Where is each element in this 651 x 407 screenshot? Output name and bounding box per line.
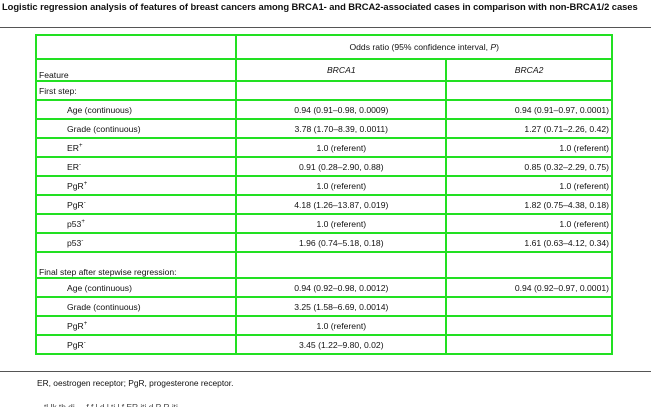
table-row: p53+ 1.0 (referent) 1.0 (referent) — [34, 213, 613, 234]
feature-cell: PgR- — [34, 194, 238, 215]
brca1-value: 3.25 (1.58–6.69, 0.0014) — [235, 296, 448, 317]
table-row: PgR- 4.18 (1.26–13.87, 0.019) 1.82 (0.75–4… — [34, 194, 613, 215]
feature-cell: p53+ — [34, 213, 238, 234]
feature-cell: Grade (continuous) — [34, 118, 238, 139]
empty-cell — [445, 251, 613, 279]
brca2-value: 0.85 (0.32–2.29, 0.75) — [445, 156, 613, 177]
brca1-value: 1.0 (referent) — [235, 315, 448, 336]
feature-cell: PgR- — [34, 334, 238, 355]
header-row-columns: Feature BRCA1 BRCA2 — [34, 58, 613, 82]
feature-cell: ER+ — [34, 137, 238, 158]
table-row: Age (continuous) 0.94 (0.91–0.98, 0.0009)… — [34, 99, 613, 120]
feature-header: Feature — [34, 58, 238, 82]
brca2-value: 1.0 (referent) — [445, 175, 613, 196]
feature-cell: ER- — [34, 156, 238, 177]
section-row-final: Final step after stepwise regression: — [34, 251, 613, 279]
brca2-value: 1.61 (0.63–4.12, 0.34) — [445, 232, 613, 253]
brca2-value: 0.94 (0.92–0.97, 0.0001) — [445, 277, 613, 298]
table-row: Grade (continuous) 3.25 (1.58–6.69, 0.001… — [34, 296, 613, 317]
feature-cell: PgR+ — [34, 315, 238, 336]
feature-cell: Grade (continuous) — [34, 296, 238, 317]
brca1-header: BRCA1 — [235, 58, 448, 82]
table-row: Grade (continuous) 3.78 (1.70–8.39, 0.001… — [34, 118, 613, 139]
table-row: PgR- 3.45 (1.22–9.80, 0.02) — [34, 334, 613, 355]
footnote: ER, oestrogen receptor; PgR, progesteron… — [37, 378, 234, 388]
brca2-value — [445, 296, 613, 317]
table-row: p53- 1.96 (0.74–5.18, 0.18) 1.61 (0.63–4.1… — [34, 232, 613, 253]
brca2-value — [445, 315, 613, 336]
brca1-value: 1.0 (referent) — [235, 213, 448, 234]
section-label-final: Final step after stepwise regression: — [34, 251, 238, 279]
brca1-value: 0.94 (0.92–0.98, 0.0012) — [235, 277, 448, 298]
odds-ratio-header: Odds ratio (95% confidence interval, P) — [235, 34, 613, 60]
empty-cell — [235, 80, 448, 101]
header-empty-cell — [34, 34, 238, 60]
results-table: Odds ratio (95% confidence interval, P) … — [34, 34, 613, 355]
brca1-value: 1.0 (referent) — [235, 175, 448, 196]
brca1-value: 1.96 (0.74–5.18, 0.18) — [235, 232, 448, 253]
brca2-value: 0.94 (0.91–0.97, 0.0001) — [445, 99, 613, 120]
table-bottom-rule — [0, 371, 651, 372]
brca2-value: 1.0 (referent) — [445, 137, 613, 158]
feature-cell: Age (continuous) — [34, 277, 238, 298]
brca2-value — [445, 334, 613, 355]
brca2-value: 1.27 (0.71–2.26, 0.42) — [445, 118, 613, 139]
brca1-value: 0.94 (0.91–0.98, 0.0009) — [235, 99, 448, 120]
feature-cell: p53- — [34, 232, 238, 253]
brca1-value: 3.45 (1.22–9.80, 0.02) — [235, 334, 448, 355]
brca1-value: 0.91 (0.28–2.90, 0.88) — [235, 156, 448, 177]
title-rule — [0, 27, 651, 28]
table-row: PgR+ 1.0 (referent) — [34, 315, 613, 336]
table-row: ER+ 1.0 (referent) 1.0 (referent) — [34, 137, 613, 158]
table-row: PgR+ 1.0 (referent) 1.0 (referent) — [34, 175, 613, 196]
section-label-first: First step: — [34, 80, 238, 101]
feature-cell: Age (continuous) — [34, 99, 238, 120]
table-row: ER- 0.91 (0.28–2.90, 0.88) 0.85 (0.32–2.29… — [34, 156, 613, 177]
section-row-first: First step: — [34, 80, 613, 101]
table-title: Logistic regression analysis of features… — [2, 1, 638, 12]
brca2-value: 1.0 (referent) — [445, 213, 613, 234]
feature-cell: PgR+ — [34, 175, 238, 196]
cut-off-text: ...tl lk th di ... f f l d l ti l f ER i… — [37, 402, 178, 407]
empty-cell — [235, 251, 448, 279]
brca1-value: 3.78 (1.70–8.39, 0.0011) — [235, 118, 448, 139]
header-row-group: Odds ratio (95% confidence interval, P) — [34, 34, 613, 60]
empty-cell — [445, 80, 613, 101]
table-row: Age (continuous) 0.94 (0.92–0.98, 0.0012)… — [34, 277, 613, 298]
brca1-value: 4.18 (1.26–13.87, 0.019) — [235, 194, 448, 215]
brca1-value: 1.0 (referent) — [235, 137, 448, 158]
brca2-header: BRCA2 — [445, 58, 613, 82]
brca2-value: 1.82 (0.75–4.38, 0.18) — [445, 194, 613, 215]
